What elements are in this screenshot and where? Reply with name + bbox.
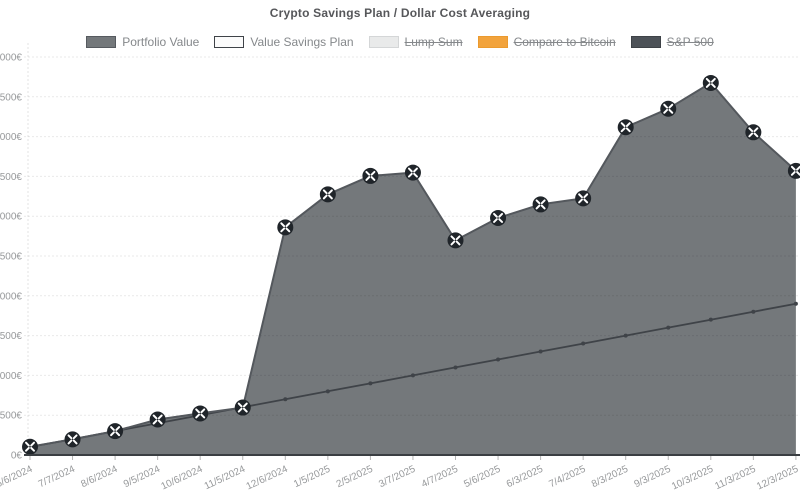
portfolio-markers	[22, 74, 800, 455]
legend-label: Portfolio Value	[122, 35, 200, 49]
xrp-marker-icon	[149, 411, 166, 428]
chart-legend: Portfolio Value Value Savings Plan Lump Su…	[0, 35, 800, 49]
x-tick-label: 1/5/2025	[292, 464, 332, 491]
xrp-marker-icon	[22, 438, 38, 455]
legend-item-value-savings-plan[interactable]: Value Savings Plan	[214, 35, 354, 49]
savings-dot-marker	[410, 373, 415, 378]
xrp-marker-icon	[64, 431, 81, 448]
x-tick-label: 12/3/2025	[755, 464, 800, 493]
xrp-marker-icon	[490, 209, 507, 226]
xrp-marker-icon	[277, 219, 294, 236]
savings-dot-marker	[623, 333, 628, 338]
xrp-marker-icon	[660, 100, 677, 117]
savings-dot-marker	[453, 365, 458, 370]
chart-title: Crypto Savings Plan / Dollar Cost Averag…	[269, 6, 531, 20]
legend-swatch	[214, 36, 245, 48]
savings-dot-marker	[368, 381, 373, 386]
y-tick-label: 12.500€	[0, 252, 22, 263]
legend-swatch	[368, 36, 399, 48]
y-tick-label: 10.000€	[0, 291, 22, 302]
x-tick-label: 7/4/2025	[547, 464, 587, 491]
y-tick-label: 7.500€	[0, 331, 22, 342]
xrp-marker-icon	[192, 405, 209, 422]
legend-swatch	[477, 36, 508, 48]
savings-dot-marker	[751, 309, 756, 314]
x-tick-label: 4/7/2025	[420, 464, 460, 491]
y-tick-label: 2.500€	[0, 411, 22, 422]
x-tick-label: 7/7/2024	[37, 464, 77, 491]
xrp-marker-icon	[745, 124, 762, 141]
savings-dot-marker	[283, 397, 288, 402]
savings-dot-marker	[708, 317, 713, 322]
xrp-marker-icon	[319, 186, 336, 203]
legend-swatch	[86, 36, 117, 48]
y-tick-label: 20.000€	[0, 132, 22, 143]
y-tick-label: 5.000€	[0, 371, 22, 382]
x-tick-label: 8/3/2025	[590, 464, 630, 491]
legend-item-compare-to-bitcoin[interactable]: Compare to Bitcoin	[477, 35, 616, 49]
x-tick-label: 5/6/2025	[462, 464, 502, 491]
legend-swatch	[630, 36, 661, 48]
xrp-marker-icon	[404, 164, 421, 181]
y-tick-label: 17.500€	[0, 172, 22, 183]
x-tick-label: 10/3/2025	[670, 464, 715, 493]
savings-dot-marker	[496, 357, 501, 362]
x-axis-labels: 6/6/2024 7/7/2024 8/6/2024 9/5/202410/6/202…	[0, 464, 800, 493]
y-tick-label: 15.000€	[0, 212, 22, 223]
xrp-marker-icon	[787, 162, 800, 179]
xrp-marker-icon	[532, 196, 549, 213]
x-tick-label: 8/6/2024	[79, 464, 119, 491]
x-tick-label: 3/7/2025	[377, 464, 417, 491]
savings-dot-marker	[581, 341, 586, 346]
savings-dot-marker	[325, 389, 330, 394]
xrp-marker-icon	[575, 190, 592, 207]
legend-label: Value Savings Plan	[250, 35, 354, 49]
x-tick-label: 2/5/2025	[335, 464, 375, 491]
x-tick-label: 6/3/2025	[505, 464, 545, 491]
x-tick-label: 11/3/2025	[713, 464, 758, 493]
chart-header: Crypto Savings Plan / Dollar Cost Averag…	[0, 0, 800, 49]
xrp-marker-icon	[234, 399, 251, 416]
legend-item-s-p-500[interactable]: S&P 500	[630, 35, 714, 49]
legend-item-portfolio-value[interactable]: Portfolio Value	[86, 35, 199, 49]
xrp-marker-icon	[447, 232, 464, 249]
x-tick-label: 6/6/2024	[0, 464, 35, 491]
portfolio-area	[30, 82, 796, 456]
x-tick-label: 10/6/2024	[159, 464, 204, 493]
x-tick-label: 12/6/2024	[245, 464, 290, 493]
x-tick-label: 11/5/2024	[203, 464, 248, 493]
x-tick-label: 9/3/2025	[633, 464, 673, 491]
savings-dot-marker	[793, 301, 798, 306]
legend-label: Compare to Bitcoin	[513, 35, 616, 49]
legend-label: S&P 500	[666, 35, 714, 49]
legend-label: Lump Sum	[404, 35, 463, 49]
x-tick-label: 9/5/2024	[122, 464, 162, 491]
y-tick-label: 22.500€	[0, 92, 22, 103]
xrp-marker-icon	[617, 119, 634, 136]
y-axis-labels: 0€ 2.500€ 5.000€ 7.500€ 10.000€ 12.500€ 15.000…	[0, 53, 22, 462]
xrp-marker-icon	[107, 423, 124, 440]
legend-item-lump-sum[interactable]: Lump Sum	[368, 35, 463, 49]
savings-dot-marker	[666, 325, 671, 330]
x-axis-ticks	[29, 456, 797, 460]
xrp-marker-icon	[362, 167, 379, 184]
xrp-marker-icon	[702, 74, 719, 91]
y-tick-label: 0€	[11, 451, 23, 462]
y-tick-label: 25.000€	[0, 53, 22, 64]
savings-dot-marker	[538, 349, 543, 354]
